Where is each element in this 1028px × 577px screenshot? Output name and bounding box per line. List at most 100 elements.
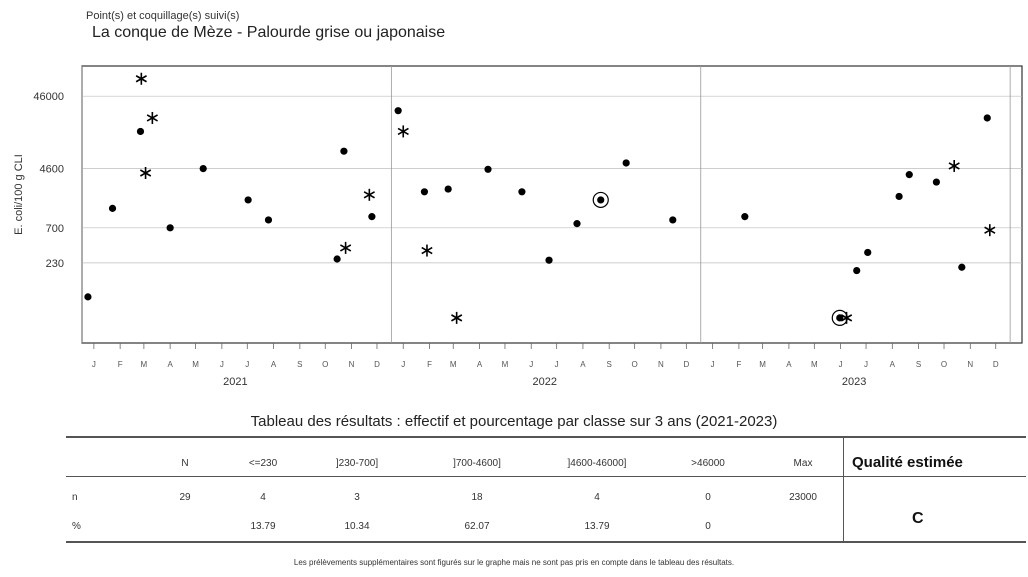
data-point: [420, 188, 429, 196]
month-tick-label: N: [967, 360, 973, 369]
data-point-ring: [831, 309, 848, 326]
table-cell: 3: [354, 492, 360, 503]
data-point-asterisk: [135, 72, 147, 85]
data-point-asterisk: [984, 224, 996, 237]
table-cell: 62.07: [464, 521, 490, 532]
data-point-asterisk: [363, 188, 375, 201]
table-header-cell: >46000: [691, 458, 725, 469]
y-axis-label: E. coli/100 g CLI: [13, 154, 25, 235]
month-tick-label: F: [118, 360, 123, 369]
asterisk-stroke: [139, 169, 152, 177]
asterisk-stroke: [363, 191, 375, 199]
data-point: [622, 159, 630, 167]
month-tick-label: J: [864, 360, 868, 369]
data-point: [895, 192, 903, 201]
y-tick-label: 4600: [40, 164, 64, 176]
data-point: [108, 204, 117, 212]
data-point: [545, 256, 553, 264]
data-point: [905, 171, 913, 179]
table-cell: 4: [260, 492, 266, 503]
month-tick-label: A: [271, 360, 277, 369]
scatter-chart: 230 700 4600 46000 J F M A M J J A S O N D J F M A M J J A S O N D J…: [13, 65, 1023, 388]
data-point-asterisk: [397, 125, 409, 138]
month-tick-label: M: [450, 360, 457, 369]
asterisk-stroke: [840, 314, 853, 322]
footnote: Les prélèvements supplémentaires sont fi…: [293, 558, 735, 567]
data-point: [136, 127, 145, 136]
asterisk-stroke: [397, 127, 409, 136]
table-top-rule: [66, 436, 1026, 438]
table-header-cell: N: [181, 458, 189, 469]
data-point-asterisk: [948, 159, 960, 172]
month-tick-label: D: [993, 360, 999, 369]
data-point: [669, 216, 677, 224]
table-cell: 23000: [789, 492, 817, 503]
data-point-asterisk: [339, 241, 352, 254]
asterisk-stroke: [948, 162, 960, 170]
table-quality-separator: [843, 436, 844, 543]
data-point: [741, 213, 749, 221]
month-tick-label: M: [759, 360, 766, 369]
data-point: [836, 314, 844, 322]
data-point: [573, 220, 581, 228]
asterisk-stroke: [421, 246, 433, 255]
asterisk-stroke: [451, 314, 463, 322]
data-point: [333, 255, 341, 263]
asterisk-stroke: [146, 114, 158, 122]
month-tick-label: A: [786, 360, 792, 369]
data-point: [932, 178, 940, 186]
data-point: [597, 196, 605, 204]
data-point: [340, 147, 348, 155]
year-label: 2023: [842, 376, 866, 388]
table-header-cell: ]230-700]: [335, 458, 379, 469]
table-cell: 13.79: [584, 521, 610, 532]
table-header-rule: [66, 476, 1026, 477]
data-point: [368, 213, 376, 221]
month-tick-label: J: [839, 360, 843, 369]
year-label: 2021: [223, 376, 247, 388]
data-point: [864, 248, 872, 257]
month-tick-label: S: [297, 360, 302, 369]
month-tick-label: D: [683, 360, 689, 369]
month-tick-label: O: [632, 360, 638, 369]
month-tick-label: J: [245, 360, 249, 369]
data-point: [394, 107, 402, 115]
table-header-cell: Max: [793, 458, 813, 469]
data-point: [264, 216, 273, 224]
data-point: [518, 188, 526, 196]
table-header-cell: ]4600-46000]: [567, 458, 627, 469]
month-tick-label: J: [220, 360, 224, 369]
data-point: [244, 196, 252, 204]
month-tick-label: J: [401, 360, 405, 369]
quality-header: Qualité estimée: [852, 454, 963, 471]
table-cell: 29: [179, 492, 191, 503]
table-cell: 13.79: [250, 521, 276, 532]
asterisk-stroke: [339, 244, 352, 252]
month-tick-label: O: [322, 360, 328, 369]
month-tick-label: N: [349, 360, 355, 369]
table-header-cell: ]700-4600]: [453, 458, 501, 469]
data-point-asterisk: [146, 111, 158, 124]
table-header-cell: <=230: [248, 458, 278, 469]
month-tick-label: M: [192, 360, 199, 369]
month-tick-label: J: [555, 360, 559, 369]
data-point-asterisk: [451, 311, 463, 324]
month-tick-label: A: [167, 360, 173, 369]
y-tick-label: 46000: [33, 91, 64, 103]
month-tick-label: A: [580, 360, 586, 369]
data-point: [853, 266, 861, 275]
month-tick-label: J: [529, 360, 533, 369]
data-point: [484, 165, 492, 173]
month-tick-label: F: [427, 360, 432, 369]
month-tick-label: D: [374, 360, 380, 369]
table-bottom-rule: [66, 541, 1026, 543]
month-tick-label: O: [941, 360, 947, 369]
month-tick-label: S: [916, 360, 921, 369]
month-tick-label: A: [477, 360, 483, 369]
month-tick-label: A: [890, 360, 896, 369]
month-tick-label: M: [811, 360, 818, 369]
data-point: [84, 293, 92, 301]
month-tick-label: J: [92, 360, 96, 369]
month-tick-label: M: [141, 360, 148, 369]
table-row-label: n: [72, 492, 78, 503]
